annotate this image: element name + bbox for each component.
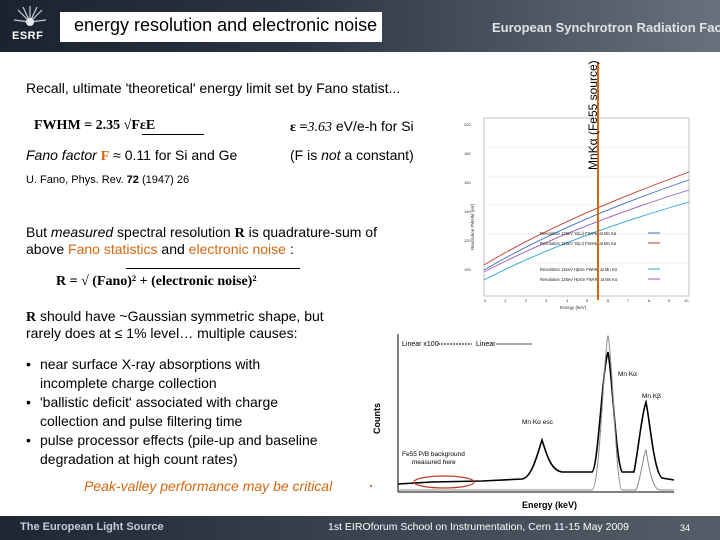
measured-line-2: above Fano statistics and electronic noi… [26, 241, 294, 257]
graph-x-tick: 6 [607, 298, 610, 303]
legend-linear100: Linear x100 [402, 341, 439, 348]
spectrum-y-label: Counts [372, 403, 382, 434]
graph-y-tick: 120 [464, 238, 471, 243]
mn-ka-esc-label: Mn Kα esc [522, 419, 554, 426]
f-not: not [321, 147, 341, 163]
graph-x-label: Energy (keV) [560, 305, 587, 310]
f-paren-close: a constant) [340, 147, 414, 163]
text-but: But [26, 224, 51, 240]
pb-note-2: measured here [412, 459, 456, 466]
list-item: pulse processor effects (pile-up and bas… [26, 431, 376, 469]
graph-y-tick: 160 [464, 180, 471, 185]
mn-ka-label: Mn Kα [618, 371, 637, 378]
footer-left-text: The European Light Source [20, 521, 164, 533]
graph-x-tick: 10 [684, 298, 689, 303]
fwhm-formula: FWHM = 2.35 √FεE [34, 118, 156, 133]
page-title: energy resolution and electronic noise [74, 15, 378, 35]
text-fano-statistics: Fano statistics [68, 241, 158, 257]
gauss-line-1: R should have ~Gaussian symmetric shape,… [26, 308, 324, 326]
mnka-vertical-label: MnKα (Fe55 source) [586, 60, 600, 170]
graph-x-tick: 1 [504, 298, 507, 303]
text-gaussian: should have ~Gaussian symmetric shape, b… [36, 308, 324, 324]
title-background [60, 12, 382, 42]
graph-x-tick: 5 [586, 298, 589, 303]
f-not-constant: (F is not a constant) [290, 147, 414, 163]
text-colon: : [285, 241, 294, 257]
r-formula: R = √ (Fano)² + (electronic noise)² [56, 274, 257, 289]
bullet-text: incomplete charge collection [40, 375, 217, 391]
bullet-text: collection and pulse filtering time [40, 413, 243, 429]
graph-legend-item: Resolution 125eV HpGe FWHM at Mn Kα [540, 277, 618, 282]
recall-text: Recall, ultimate 'theoretical' energy li… [26, 80, 401, 96]
bullet-text: degradation at high count rates) [40, 451, 238, 467]
mn-kb-label: Mn Kβ [642, 393, 661, 400]
bullet-text: pulse processor effects (pile-up and bas… [40, 432, 318, 448]
graph-y-tick: 100 [464, 267, 471, 272]
peak-valley-note: Peak-valley performance may be critical [84, 478, 333, 494]
footer-bar [0, 516, 720, 540]
text-r: R [234, 226, 245, 241]
causes-list: near surface X-ray absorptions with incom… [26, 355, 376, 469]
graph-legend-item: Resolution 115eV HpGe FWHM at Mn Kα [540, 267, 618, 272]
measured-line-1: But measured spectral resolution R is qu… [26, 224, 377, 242]
graph-x-tick: 7 [627, 298, 630, 303]
text-spectral: spectral resolution [113, 224, 235, 240]
graph-y-label: Resolution FWHM (eV) [470, 203, 475, 250]
reference-suffix: (1947) 26 [138, 174, 190, 186]
footer-center-text: 1st EIROforum School on Instrumentation,… [328, 521, 629, 533]
graph-legend-item: Resolution 133eV Si(Li) FWHM at Mn Kα [540, 241, 617, 246]
graph-legend-item: Resolution 129eV Si(Li) FWHM at Mn Kα [540, 231, 617, 236]
graph-y-tick: 140 [464, 209, 471, 214]
graph-y-tick: 200 [464, 122, 471, 127]
list-item: 'ballistic deficit' associated with char… [26, 393, 376, 431]
reference-prefix: U. Fano, Phys. Rev. [26, 174, 127, 186]
sqrt-overline [126, 268, 300, 269]
epsilon-line: ε =3.63 eV/e-h for Si [290, 118, 414, 136]
reference: U. Fano, Phys. Rev. 72 (1947) 26 [26, 174, 189, 186]
text-above: above [26, 241, 69, 257]
reference-volume: 72 [126, 174, 139, 186]
legend-linear: Linear [476, 341, 496, 348]
spectrum-x-label: Energy (keV) [522, 500, 577, 510]
epsilon-unit: eV/e-h for Si [331, 118, 414, 134]
list-item: near surface X-ray absorptions with incom… [26, 355, 376, 393]
pb-note-1: Fe55 P/B background [402, 451, 465, 458]
fano-value: ≈ 0.11 for Si and Ge [109, 147, 238, 163]
spectrum-figure: Counts Energy (keV) Linear x100 Linear M… [372, 332, 676, 510]
graph-x-tick: 3 [545, 298, 548, 303]
text-and: and [157, 241, 189, 257]
esrf-logo-text: ESRF [12, 30, 44, 42]
graph-x-tick: 2 [525, 298, 528, 303]
graph-x-tick: 4 [566, 298, 569, 303]
graph-x-tick: 9 [668, 298, 671, 303]
org-name: European Synchrotron Radiation Facility [492, 20, 720, 35]
mnka-marker-line [597, 62, 599, 300]
fano-line: Fano factor F ≈ 0.11 for Si and Ge [26, 147, 237, 165]
fano-symbol: F [100, 149, 110, 164]
text-measured: measured [50, 224, 114, 240]
gauss-line-2: rarely does at ≤ 1% level… multiple caus… [26, 325, 298, 341]
pb-ellipse [413, 475, 475, 489]
graph-y-tick: 180 [464, 151, 471, 156]
epsilon-prefix: ε = [290, 120, 308, 135]
page-number: 34 [680, 523, 691, 533]
formula-underline [142, 134, 204, 135]
fano-label: Fano factor [26, 147, 101, 163]
f-paren-open: (F is [290, 147, 322, 163]
graph-x-tick: 8 [648, 298, 651, 303]
graph-x-tick: 0 [484, 298, 487, 303]
epsilon-value: 3.63 [307, 120, 332, 135]
text-quadrature: is quadrature-sum of [244, 224, 377, 240]
esrf-logo-icon [13, 6, 47, 26]
text-electronic-noise: electronic noise [188, 241, 286, 257]
bullet-text: 'ballistic deficit' associated with char… [40, 394, 279, 410]
text-r2: R [26, 310, 37, 325]
bullet-text: near surface X-ray absorptions with [40, 356, 261, 372]
resolution-graph: 200 180 160 140 120 100 0 1 2 3 4 5 6 7 … [464, 117, 690, 310]
